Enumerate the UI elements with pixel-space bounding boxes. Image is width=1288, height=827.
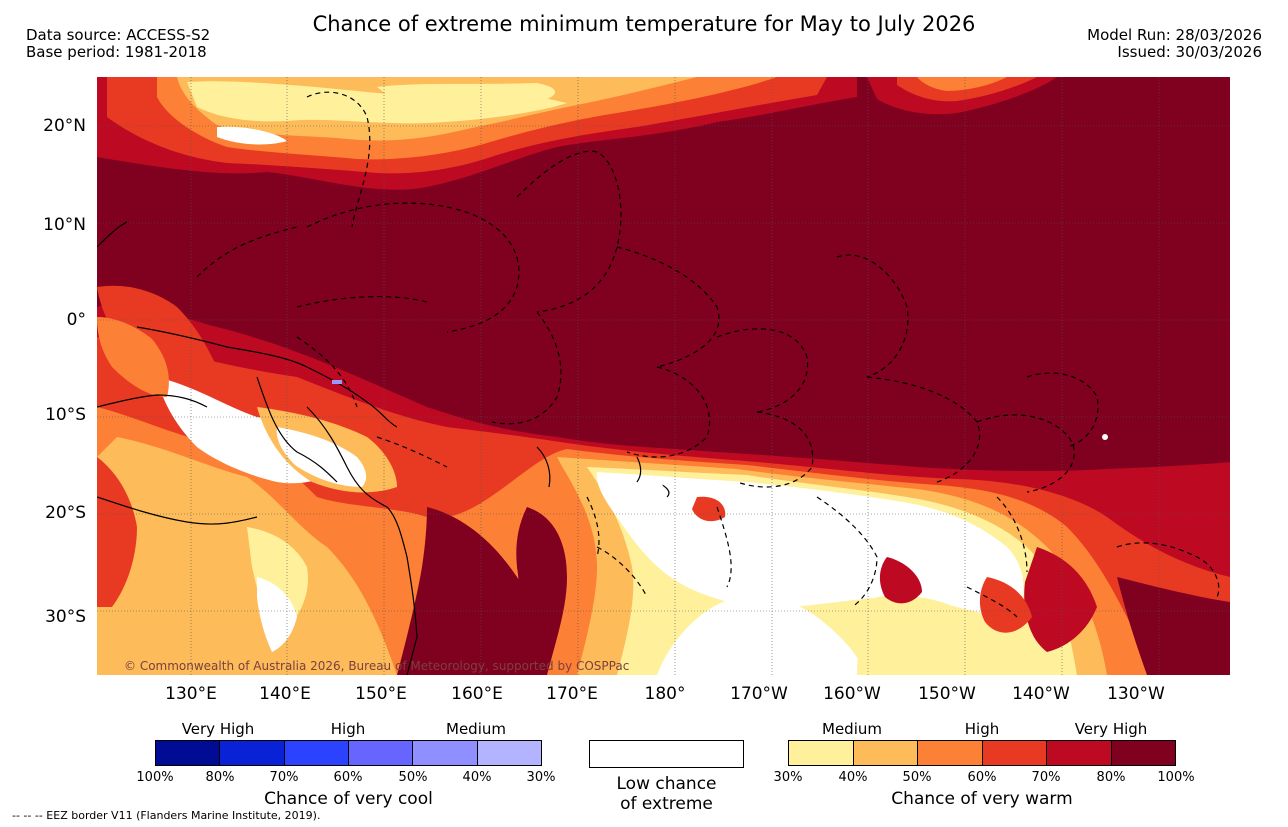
cool-swatch [220,741,285,765]
cool-tick: 100% [136,770,174,785]
model-run: Model Run: 28/03/2026 [1087,26,1262,44]
eez-note: -- -- -- EEZ border V11 (Flanders Marine… [12,809,321,822]
lon-label-150w: 150°W [918,684,976,704]
eez-borders [196,91,1220,618]
neutral-swatch [589,740,744,768]
cool-tick: 70% [269,770,299,785]
warm-caption: Chance of very warm [891,789,1073,809]
base-period: Base period: 1981-2018 [26,43,207,61]
warm-colorbar [788,740,1176,766]
lon-label-140w: 140°W [1012,684,1070,704]
lat-label-20n: 20°N [43,116,86,136]
map-canvas [97,77,1230,675]
cool-tick: 60% [333,770,363,785]
lon-label-150e: 150°E [355,684,407,704]
lon-label-180: 180° [644,684,686,704]
cool-tick: 30% [526,770,556,785]
lat-label-30s: 30°S [45,607,86,627]
island-patches [651,434,1108,641]
warm-tick: 100% [1157,770,1195,785]
cool-tick: 40% [462,770,492,785]
lat-label-0: 0° [66,310,86,330]
cool-colorbar [155,740,542,766]
cool-tick: 50% [398,770,428,785]
warm-tick: 80% [1096,770,1126,785]
lon-label-130w: 130°W [1107,684,1165,704]
cool-level-high: High [330,720,366,738]
cool-level-very-high: Very High [181,720,255,738]
warm-swatch [918,741,983,765]
warm-tick: 30% [773,770,803,785]
neutral-caption: Low chance of extreme [589,774,744,814]
issued-date: Issued: 30/03/2026 [1117,43,1262,61]
cool-swatch [156,741,221,765]
warm-swatch [789,741,854,765]
map-title: Chance of extreme minimum temperature fo… [312,12,976,36]
cool-swatch [413,741,478,765]
lon-label-170w: 170°W [730,684,788,704]
cool-tick: 80% [205,770,235,785]
neutral-caption-line1: Low chance [616,774,717,794]
lat-label-10s: 10°S [45,405,86,425]
lon-label-170e: 170°E [546,684,598,704]
coastlines [97,221,670,675]
map-panel [97,77,1230,675]
cool-swatch [348,741,414,765]
warm-tick: 50% [902,770,932,785]
warm-swatch [853,741,918,765]
cool-caption: Chance of very cool [264,789,433,809]
neutral-caption-line2: of extreme [620,794,713,814]
map-credit: © Commonwealth of Australia 2026, Bureau… [124,659,630,673]
warm-tick: 60% [967,770,997,785]
cool-swatch [477,741,541,765]
warm-level-very-high: Very High [1074,720,1148,738]
lon-label-140e: 140°E [259,684,311,704]
cool-patch [332,380,342,384]
west-warm-region [97,285,397,493]
warm-tick: 70% [1031,770,1061,785]
warm-swatch [1111,741,1175,765]
warm-level-medium: Medium [822,720,882,738]
cool-level-medium: Medium [446,720,506,738]
warm-level-high: High [964,720,1000,738]
warm-swatch [1047,741,1112,765]
data-source: Data source: ACCESS-S2 [26,26,211,44]
cool-swatch [284,741,349,765]
lon-label-160w: 160°W [823,684,881,704]
south-warm-band [97,304,1230,675]
header-left: Data source: ACCESS-S2 Base period: 1981… [26,27,210,61]
warm-swatch [982,741,1047,765]
grid-lines [97,77,1230,675]
lat-label-10n: 10°N [43,215,86,235]
lon-label-160e: 160°E [451,684,503,704]
lat-label-20s: 20°S [45,503,86,523]
header-right: Model Run: 28/03/2026 Issued: 30/03/2026 [1087,27,1262,61]
lon-label-130e: 130°E [165,684,217,704]
warm-tick: 40% [838,770,868,785]
